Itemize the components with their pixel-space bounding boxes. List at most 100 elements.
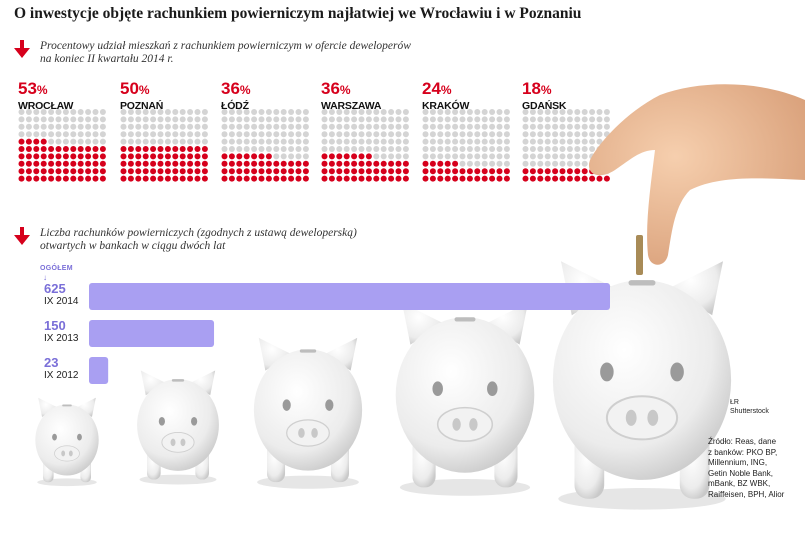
filled-dot (251, 168, 258, 175)
filled-dot (221, 175, 228, 182)
filled-dot (581, 168, 588, 175)
empty-dot (503, 160, 510, 167)
empty-dot (522, 146, 529, 152)
empty-dot (544, 138, 551, 145)
filled-dot (55, 160, 62, 167)
empty-dot (373, 123, 380, 130)
empty-dot (321, 131, 328, 138)
empty-dot (236, 138, 243, 145)
filled-dot (603, 175, 610, 182)
empty-dot (280, 131, 287, 138)
empty-dot (172, 138, 179, 145)
filled-dot (70, 146, 77, 152)
empty-dot (328, 116, 335, 123)
empty-dot (280, 146, 287, 152)
filled-dot (228, 153, 235, 160)
empty-dot (127, 109, 134, 115)
city-percent-value: 50 (120, 79, 139, 98)
filled-dot (99, 146, 106, 152)
photo-credit: ŁR Shutterstock (730, 398, 769, 416)
empty-dot (351, 109, 358, 115)
empty-dot (373, 109, 380, 115)
city-percent-unit: % (239, 83, 251, 97)
filled-dot (251, 160, 258, 167)
empty-dot (402, 146, 409, 152)
filled-dot (489, 168, 496, 175)
empty-dot (452, 123, 459, 130)
empty-dot (559, 131, 566, 138)
empty-dot (444, 138, 451, 145)
filled-dot (77, 168, 84, 175)
filled-dot (380, 168, 387, 175)
filled-dot (187, 146, 194, 152)
city-percent-value: 36 (221, 79, 240, 98)
filled-dot (302, 175, 309, 182)
empty-dot (358, 131, 365, 138)
empty-dot (459, 153, 466, 160)
filled-dot (351, 175, 358, 182)
empty-dot (172, 109, 179, 115)
filled-dot (85, 160, 92, 167)
empty-dot (581, 153, 588, 160)
city-percent-unit: % (36, 83, 48, 97)
empty-dot (489, 160, 496, 167)
empty-dot (481, 109, 488, 115)
empty-dot (328, 109, 335, 115)
empty-dot (201, 131, 208, 138)
empty-dot (280, 138, 287, 145)
filled-dot (429, 160, 436, 167)
piggy-bank-icon (395, 302, 535, 496)
filled-dot (444, 168, 451, 175)
section1-subtitle-line1: Procentowy udział mieszkań z rachunkiem … (40, 40, 411, 52)
empty-dot (40, 116, 47, 123)
empty-dot (489, 109, 496, 115)
filled-dot (77, 146, 84, 152)
empty-dot (55, 116, 62, 123)
bar-value: 625 (44, 281, 66, 296)
filled-dot (365, 153, 372, 160)
empty-dot (258, 116, 265, 123)
filled-dot (503, 168, 510, 175)
empty-dot (358, 123, 365, 130)
empty-dot (581, 123, 588, 130)
filled-dot (142, 153, 149, 160)
filled-dot (135, 168, 142, 175)
empty-dot (503, 131, 510, 138)
filled-dot (99, 153, 106, 160)
empty-dot (150, 109, 157, 115)
filled-dot (596, 175, 603, 182)
empty-dot (336, 146, 343, 152)
filled-dot (150, 146, 157, 152)
empty-dot (489, 116, 496, 123)
filled-dot (172, 153, 179, 160)
empty-dot (603, 109, 610, 115)
empty-dot (201, 116, 208, 123)
filled-dot (373, 168, 380, 175)
empty-dot (187, 109, 194, 115)
empty-dot (402, 131, 409, 138)
empty-dot (452, 146, 459, 152)
filled-dot (92, 153, 99, 160)
empty-dot (373, 153, 380, 160)
filled-dot (343, 153, 350, 160)
empty-dot (566, 131, 573, 138)
filled-dot (474, 168, 481, 175)
empty-dot (596, 123, 603, 130)
filled-dot (496, 175, 503, 182)
empty-dot (581, 131, 588, 138)
empty-dot (395, 138, 402, 145)
empty-dot (157, 131, 164, 138)
filled-dot (164, 168, 171, 175)
empty-dot (503, 153, 510, 160)
empty-dot (537, 138, 544, 145)
empty-dot (265, 116, 272, 123)
city-percent: 50% (120, 80, 215, 99)
city-percent-value: 36 (321, 79, 340, 98)
empty-dot (365, 116, 372, 123)
filled-dot (402, 168, 409, 175)
empty-dot (328, 123, 335, 130)
filled-dot (33, 160, 40, 167)
empty-dot (187, 138, 194, 145)
empty-dot (388, 146, 395, 152)
empty-dot (522, 153, 529, 160)
